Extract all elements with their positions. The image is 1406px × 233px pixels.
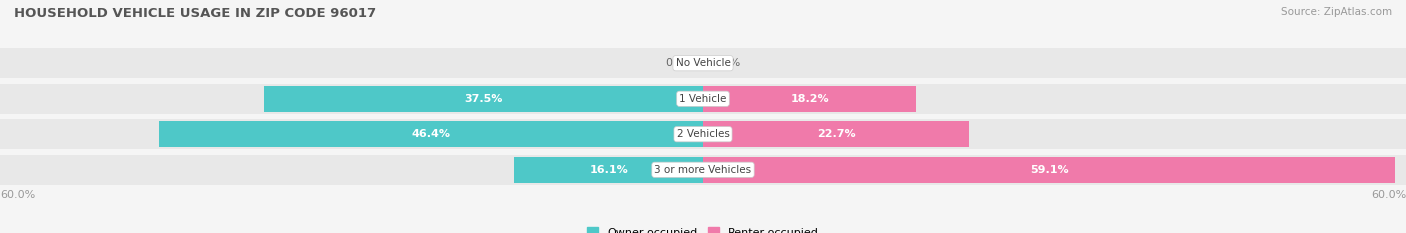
Bar bbox=[0, 119, 703, 149]
Legend: Owner-occupied, Renter-occupied: Owner-occupied, Renter-occupied bbox=[582, 223, 824, 233]
Bar bbox=[159, 121, 703, 147]
Text: 37.5%: 37.5% bbox=[464, 94, 502, 104]
Bar bbox=[703, 119, 1406, 149]
Text: No Vehicle: No Vehicle bbox=[675, 58, 731, 68]
Text: 0.0%: 0.0% bbox=[713, 58, 741, 68]
Text: HOUSEHOLD VEHICLE USAGE IN ZIP CODE 96017: HOUSEHOLD VEHICLE USAGE IN ZIP CODE 9601… bbox=[14, 7, 377, 20]
Text: 59.1%: 59.1% bbox=[1031, 165, 1069, 175]
Bar bbox=[264, 86, 703, 112]
Bar bbox=[703, 48, 1406, 78]
Text: 46.4%: 46.4% bbox=[412, 129, 451, 139]
Bar bbox=[703, 157, 1395, 182]
Bar bbox=[515, 157, 703, 182]
Text: 2 Vehicles: 2 Vehicles bbox=[676, 129, 730, 139]
Bar bbox=[0, 84, 703, 114]
Bar bbox=[0, 155, 703, 185]
Text: 0.0%: 0.0% bbox=[665, 58, 693, 68]
Text: 1 Vehicle: 1 Vehicle bbox=[679, 94, 727, 104]
Text: 22.7%: 22.7% bbox=[817, 129, 855, 139]
Text: 60.0%: 60.0% bbox=[1371, 190, 1406, 200]
Bar bbox=[703, 155, 1406, 185]
Bar bbox=[703, 84, 1406, 114]
Bar bbox=[0, 48, 703, 78]
Text: 3 or more Vehicles: 3 or more Vehicles bbox=[654, 165, 752, 175]
Text: 60.0%: 60.0% bbox=[0, 190, 35, 200]
Text: 18.2%: 18.2% bbox=[790, 94, 830, 104]
Bar bbox=[703, 121, 969, 147]
Bar bbox=[703, 86, 917, 112]
Text: Source: ZipAtlas.com: Source: ZipAtlas.com bbox=[1281, 7, 1392, 17]
Text: 16.1%: 16.1% bbox=[589, 165, 628, 175]
